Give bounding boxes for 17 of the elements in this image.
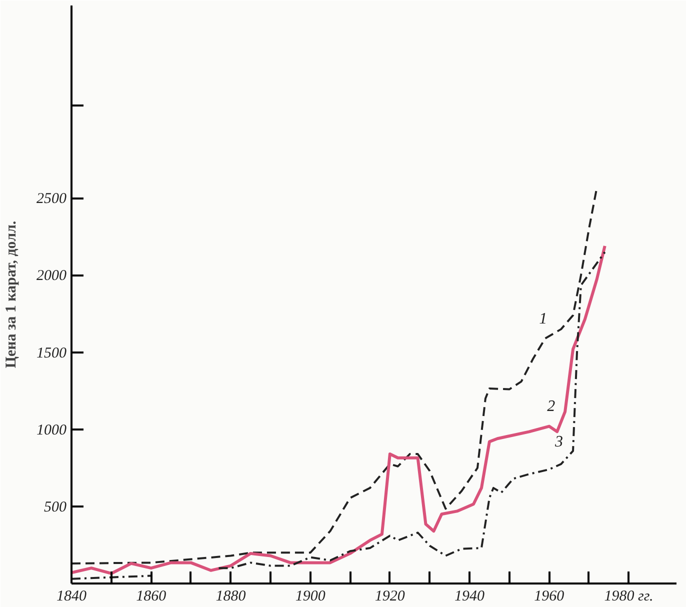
- x-tick-label: 1840: [56, 588, 87, 604]
- x-tick-label: 1880: [216, 588, 246, 604]
- annotation: 1: [539, 310, 548, 328]
- x-tick-label: 1900: [295, 588, 326, 604]
- annotation: 2: [547, 398, 556, 416]
- y-axis-title: Цена за 1 карат, долл.: [4, 220, 20, 368]
- x-tick-label: 1940: [454, 588, 486, 604]
- y-tick-label: 1500: [36, 345, 67, 362]
- y-tick-label: 2500: [36, 191, 67, 208]
- x-tick-label: 1920: [374, 588, 406, 604]
- y-tick-label: 1000: [36, 422, 67, 438]
- x-tick-label: 1960: [534, 588, 565, 604]
- annotation: 3: [554, 434, 564, 451]
- x-tick-label: 1860: [136, 588, 167, 604]
- x-tick-label: 1980 гг.: [604, 588, 654, 604]
- y-tick-label: 2000: [36, 268, 67, 284]
- y-tick-label: 500: [44, 499, 67, 516]
